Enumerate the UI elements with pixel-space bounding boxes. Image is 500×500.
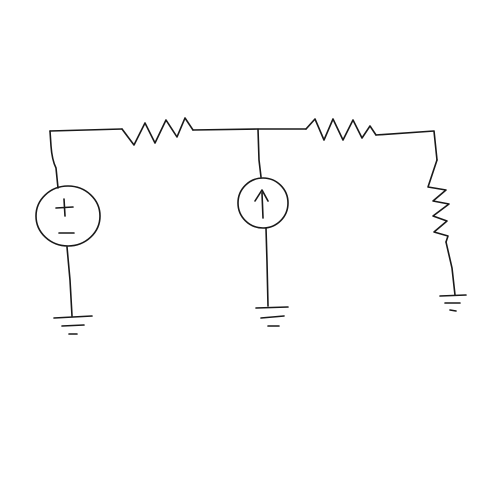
current-source-body: [237, 177, 289, 229]
middle-branch-top-wire: [257, 128, 262, 178]
left-branch-bottom-wire: [66, 246, 73, 317]
resistor-2: [305, 118, 377, 141]
current-source: [237, 177, 289, 229]
up-arrow-icon: [254, 189, 269, 219]
resistor-1: [121, 117, 194, 146]
left-branch-top-wire: [49, 130, 59, 189]
voltage-source-body: [35, 185, 101, 247]
ground-symbol-2: [255, 306, 289, 327]
top-wire-right: [375, 130, 438, 161]
middle-branch-bottom-wire: [265, 227, 269, 307]
voltage-source: [35, 185, 101, 247]
top-wire-middle: [192, 128, 307, 131]
ground-symbol-3: [439, 294, 467, 312]
plus-sign: [55, 198, 74, 217]
ground-symbol-1: [53, 315, 93, 335]
resistor-3: [427, 159, 450, 243]
top-wire-left: [49, 128, 123, 132]
right-branch-bottom-wire: [445, 241, 456, 296]
